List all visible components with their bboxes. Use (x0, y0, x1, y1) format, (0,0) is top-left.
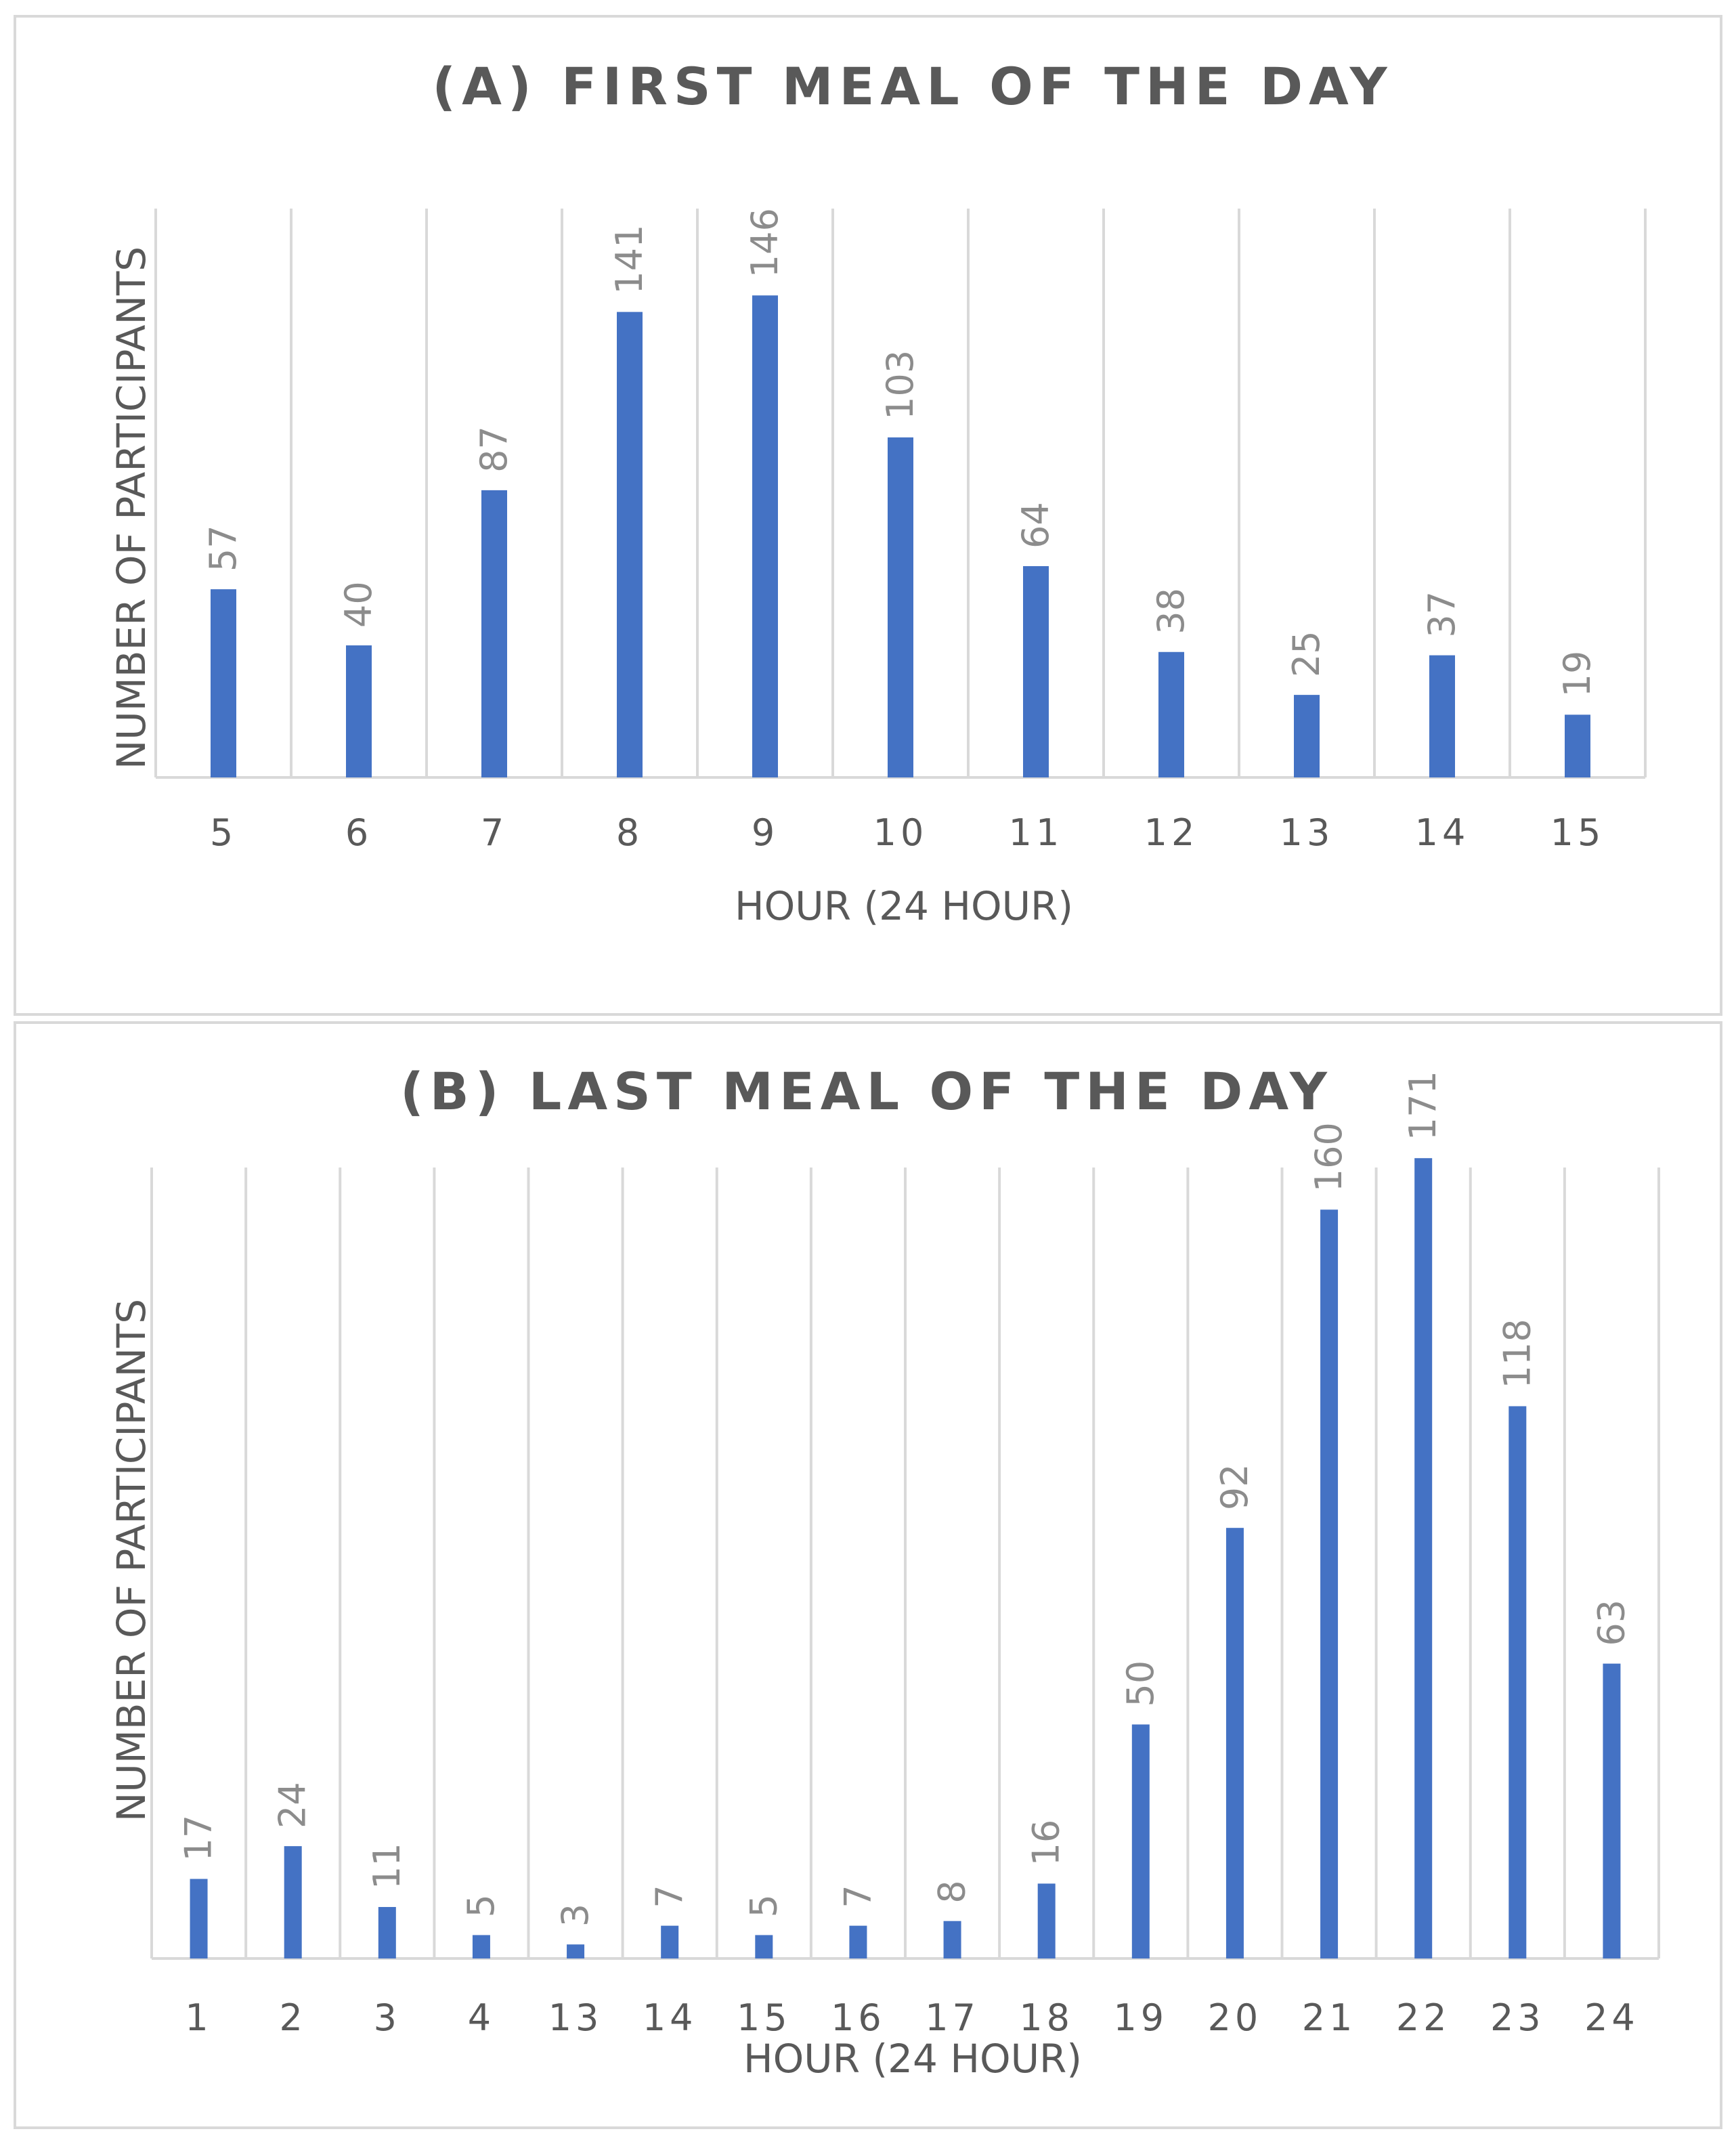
bar-10 (888, 437, 913, 777)
data-label: 19 (1556, 651, 1599, 698)
bar-20 (1225, 1528, 1244, 1958)
chart-title: (B) LAST MEAL OF THE DAY (400, 1061, 1333, 1121)
data-label: 25 (1285, 630, 1328, 677)
data-label: 50 (1119, 1661, 1162, 1707)
data-label: 92 (1213, 1463, 1256, 1510)
x-tick-label: 3 (374, 1996, 401, 2039)
x-tick-label: 7 (481, 811, 508, 854)
bar-16 (849, 1925, 867, 1958)
data-label: 63 (1590, 1600, 1632, 1646)
plot-area: 1 17 2 24 3 11 4 5 13 3 14 7 15 5 16 7 17 8 18 16 19 50 20 92 21… (150, 1071, 1660, 2039)
chart-first-meal: (A) FIRST MEAL OF THE DAY NUMBER OF PART… (108, 56, 1647, 929)
bar-3 (378, 1906, 396, 1958)
bar-15 (755, 1935, 773, 1958)
bar-18 (1037, 1883, 1056, 1958)
bar-14 (1429, 655, 1455, 777)
bar-4 (472, 1935, 490, 1958)
x-tick-label: 5 (210, 811, 237, 854)
bar-2 (284, 1846, 302, 1958)
x-tick-label: 20 (1208, 1996, 1263, 2039)
x-tick-label: 17 (925, 1996, 980, 2039)
x-tick-label: 24 (1584, 1996, 1639, 2039)
x-tick-label: 16 (831, 1996, 886, 2039)
bar-13 (567, 1944, 585, 1958)
data-label: 24 (272, 1782, 314, 1828)
x-tick-label: 8 (616, 811, 643, 854)
bar-22 (1414, 1158, 1433, 1958)
data-label: 57 (202, 525, 244, 572)
bar-24 (1603, 1663, 1621, 1958)
data-label: 87 (473, 426, 515, 473)
x-tick-label: 12 (1144, 811, 1199, 854)
x-tick-label: 2 (280, 1996, 307, 2039)
x-tick-label: 23 (1490, 1996, 1545, 2039)
data-label: 7 (836, 1885, 879, 1908)
x-tick-label: 18 (1019, 1996, 1074, 2039)
data-label: 5 (460, 1894, 502, 1917)
data-label: 37 (1420, 591, 1463, 638)
plot-area: 5 57 6 40 7 87 8 141 9 146 10 103 11 64 12 38 13 25 14 37 15… (154, 208, 1647, 854)
x-tick-label: 11 (1009, 811, 1064, 854)
bar-8 (617, 312, 643, 777)
bar-21 (1320, 1209, 1339, 1958)
x-tick-label: 15 (1550, 811, 1605, 854)
bar-15 (1565, 714, 1590, 777)
bar-7 (481, 490, 507, 777)
bar-11 (1023, 566, 1049, 777)
data-label: 40 (337, 581, 380, 628)
chart-panel-last-meal: (B) LAST MEAL OF THE DAY NUMBER OF PARTI… (14, 1021, 1722, 2129)
data-label: 146 (743, 208, 786, 278)
data-label: 11 (366, 1843, 408, 1889)
data-label: 38 (1150, 588, 1192, 635)
y-axis-title: NUMBER OF PARTICIPANTS (108, 247, 154, 769)
x-tick-label: 14 (643, 1996, 697, 2039)
data-label: 7 (648, 1885, 691, 1908)
data-label: 3 (554, 1904, 596, 1927)
x-axis-title: HOUR (24 HOUR) (735, 883, 1073, 929)
chart-last-meal: (B) LAST MEAL OF THE DAY NUMBER OF PARTI… (108, 1061, 1660, 2082)
x-tick-label: 21 (1302, 1996, 1357, 2039)
x-tick-label: 13 (548, 1996, 603, 2039)
y-axis-title: NUMBER OF PARTICIPANTS (108, 1299, 154, 1822)
bar-17 (943, 1921, 961, 1958)
data-label: 141 (608, 225, 651, 295)
data-label: 8 (931, 1880, 974, 1903)
bar-23 (1509, 1406, 1527, 1958)
bar-9 (752, 295, 778, 777)
x-tick-label: 10 (873, 811, 928, 854)
data-label: 16 (1025, 1820, 1068, 1866)
data-label: 5 (742, 1894, 785, 1917)
chart-panel-first-meal: (A) FIRST MEAL OF THE DAY NUMBER OF PART… (14, 15, 1722, 1016)
bar-13 (1294, 695, 1320, 777)
data-label: 160 (1307, 1122, 1350, 1192)
x-tick-label: 15 (737, 1996, 791, 2039)
data-label: 118 (1496, 1319, 1538, 1388)
x-tick-label: 13 (1280, 811, 1334, 854)
x-tick-label: 14 (1415, 811, 1470, 854)
x-tick-label: 22 (1396, 1996, 1451, 2039)
x-tick-label: 4 (468, 1996, 495, 2039)
x-tick-label: 19 (1113, 1996, 1168, 2039)
bar-1 (190, 1879, 208, 1958)
data-label: 17 (177, 1815, 220, 1862)
bar-12 (1158, 651, 1184, 777)
x-tick-label: 6 (345, 811, 372, 854)
bar-6 (346, 645, 372, 777)
data-label: 103 (879, 350, 921, 420)
x-tick-label: 1 (185, 1996, 212, 2039)
x-axis-title: HOUR (24 HOUR) (743, 2036, 1082, 2082)
x-tick-label: 9 (752, 811, 779, 854)
bar-14 (661, 1925, 679, 1958)
bar-19 (1131, 1724, 1150, 1958)
bar-5 (211, 589, 236, 777)
data-label: 171 (1402, 1071, 1444, 1140)
chart-title: (A) FIRST MEAL OF THE DAY (432, 56, 1393, 116)
data-label: 64 (1014, 502, 1057, 549)
